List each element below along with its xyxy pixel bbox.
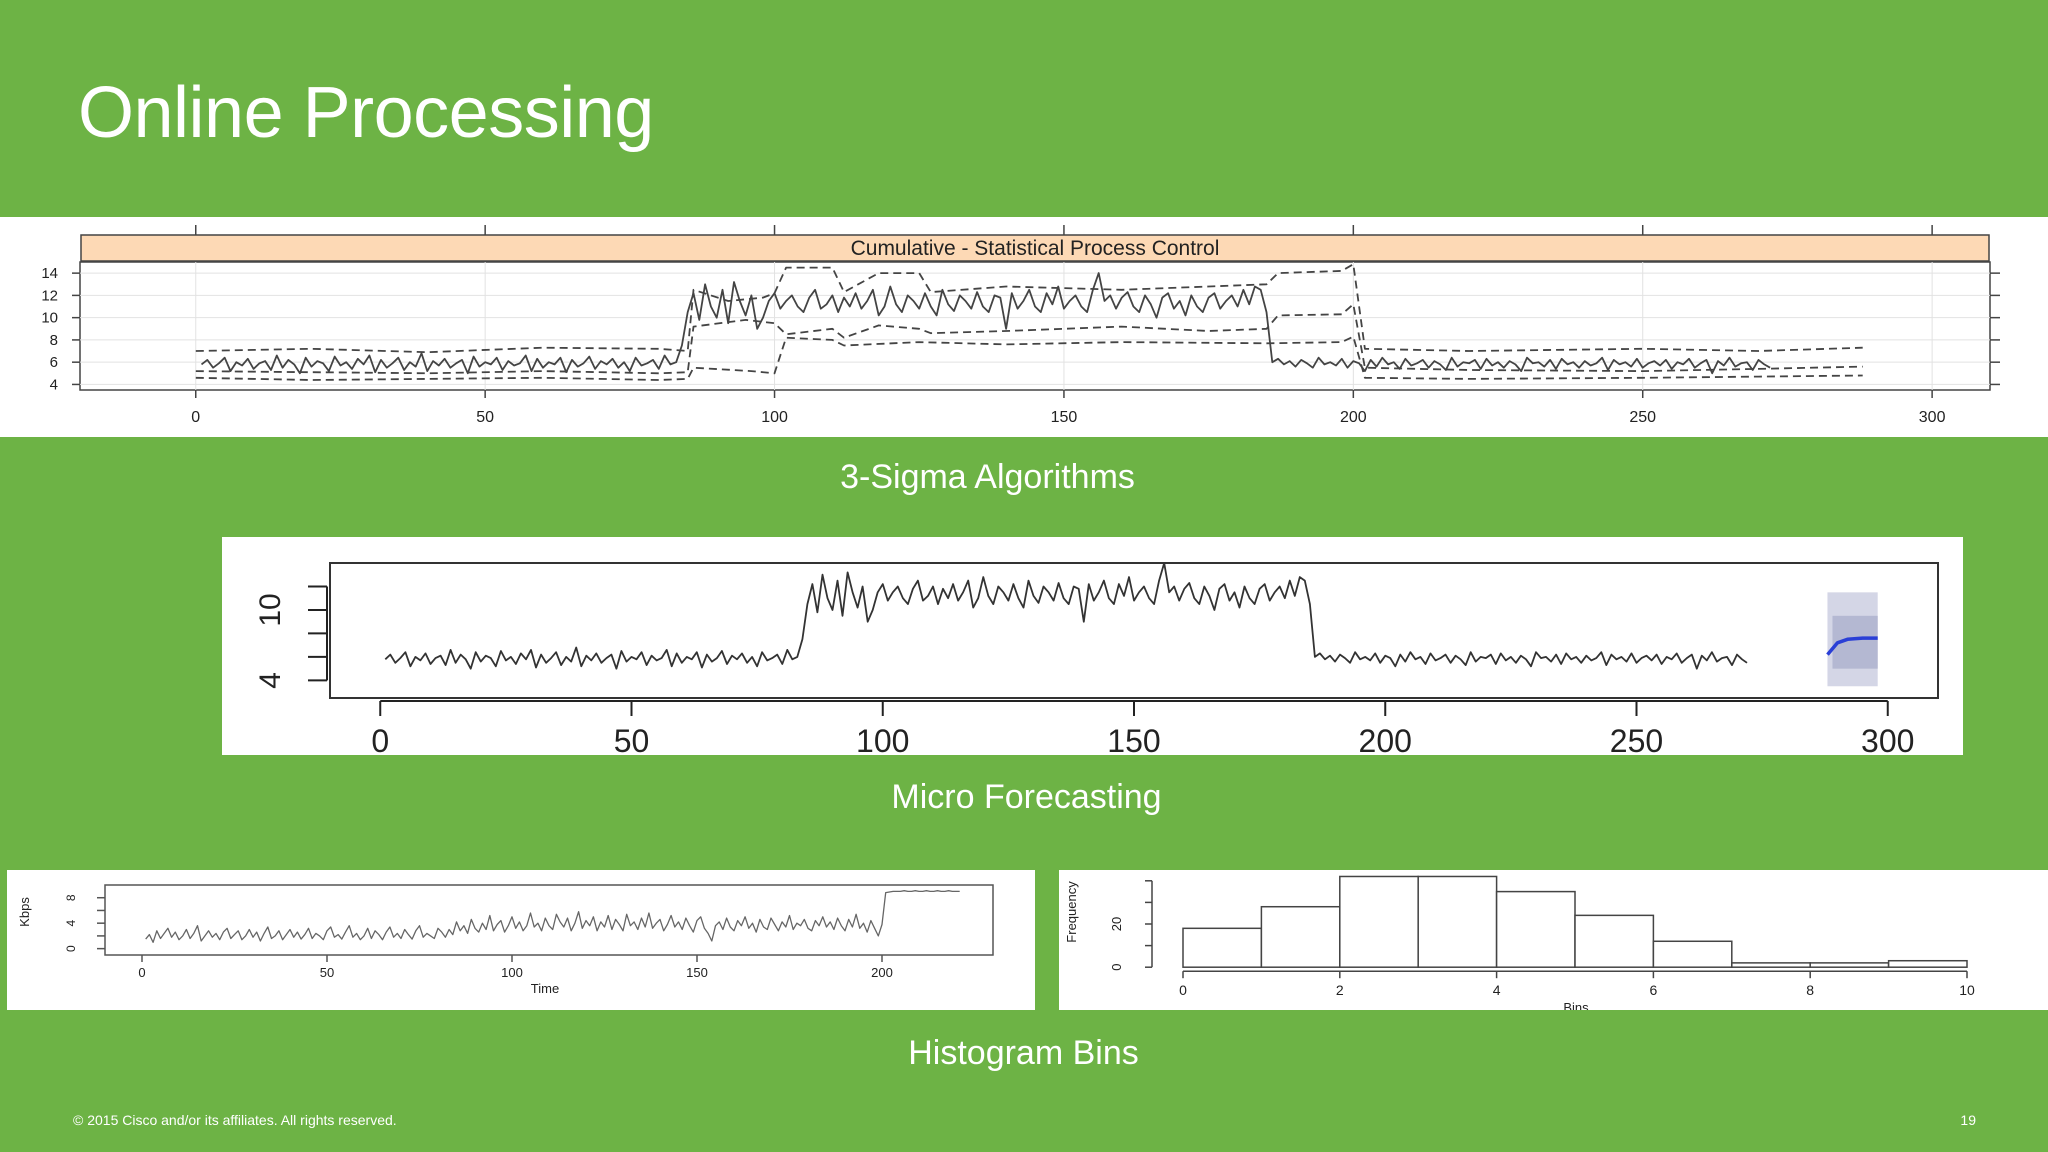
spc-data-line <box>200 272 1771 375</box>
histogram-chart-panel: 0 2 4 6 8 10 0 20 Bins Frequency <box>1059 870 2048 1010</box>
footer-copyright: © 2015 Cisco and/or its affiliates. All … <box>73 1112 397 1128</box>
forecast-x-tick-label: 300 <box>1861 723 1914 755</box>
spc-x-tick-label: 300 <box>1919 409 1946 426</box>
timeseries-x-tick-label: 100 <box>501 965 523 980</box>
histogram-chart: 0 2 4 6 8 10 0 20 Bins Frequency <box>1064 875 1975 1010</box>
histogram-y-tick-label: 0 <box>1109 964 1124 971</box>
spc-chart-panel: Cumulative - Statistical Process Control… <box>0 217 2048 437</box>
forecast-prediction-line <box>1826 636 1878 656</box>
timeseries-y-tick-label: 8 <box>64 894 78 901</box>
forecast-chart: 0 50 100 150 200 250 300 4 10 <box>254 562 1939 755</box>
histogram-x-tick-label: 4 <box>1493 982 1501 998</box>
histogram-x-tick-label: 10 <box>1959 982 1975 998</box>
timeseries-chart-panel: 0 50 100 150 200 0 4 8 Time Kbps <box>7 870 1035 1010</box>
spc-series <box>195 263 1863 381</box>
timeseries-x-tick-label: 200 <box>871 965 893 980</box>
spc-control-limit-line <box>195 263 1863 354</box>
timeseries-y-tick-label: 0 <box>64 945 78 952</box>
timeseries-chart: 0 50 100 150 200 0 4 8 Time Kbps <box>17 884 994 996</box>
forecast-x-tick-label: 250 <box>1610 723 1663 755</box>
forecast-series <box>384 562 1878 670</box>
histogram-xlabel: Bins <box>1563 1000 1589 1010</box>
spc-control-limit-line <box>195 303 1863 375</box>
forecast-x-tick-label: 150 <box>1107 723 1160 755</box>
forecast-y-tick-label: 4 <box>254 672 287 689</box>
timeseries-series <box>145 890 960 943</box>
forecast-history-line <box>384 562 1748 670</box>
caption-histogram: Histogram Bins <box>908 1034 1139 1072</box>
forecast-x-tick-label: 100 <box>856 723 909 755</box>
spc-x-tick-label: 100 <box>761 409 788 426</box>
forecast-x-tick-label: 200 <box>1359 723 1412 755</box>
footer-page-number: 19 <box>1960 1112 1976 1128</box>
spc-x-tick-label: 150 <box>1051 409 1078 426</box>
caption-sigma: 3-Sigma Algorithms <box>840 458 1135 496</box>
spc-y-tick-label: 10 <box>41 310 58 327</box>
spc-x-tick-label: 200 <box>1340 409 1367 426</box>
timeseries-ticks: 0 50 100 150 200 0 4 8 <box>64 894 893 980</box>
forecast-ticks: 0 50 100 150 200 250 300 4 10 <box>254 585 1914 755</box>
slide-title: Online Processing <box>78 73 654 153</box>
timeseries-ylabel: Kbps <box>17 897 32 927</box>
spc-chart-title: Cumulative - Statistical Process Control <box>851 237 1220 260</box>
histogram-bars <box>1182 875 1968 968</box>
histogram-bar <box>1182 927 1263 968</box>
timeseries-x-tick-label: 150 <box>686 965 708 980</box>
spc-chart: Cumulative - Statistical Process Control… <box>41 225 2000 426</box>
timeseries-plot-frame <box>104 884 994 956</box>
spc-title-strip <box>80 234 1990 262</box>
spc-x-tick-label: 50 <box>476 409 494 426</box>
timeseries-xlabel: Time <box>531 981 559 996</box>
forecast-x-tick-label: 0 <box>371 723 389 755</box>
spc-grid <box>80 262 1990 390</box>
timeseries-y-tick-label: 4 <box>64 920 78 927</box>
timeseries-data-line <box>145 890 960 943</box>
histogram-ticks: 0 2 4 6 8 10 0 20 <box>1109 880 1975 998</box>
spc-control-limit-line <box>195 335 1863 381</box>
histogram-x-tick-label: 0 <box>1179 982 1187 998</box>
histogram-x-tick-label: 6 <box>1650 982 1658 998</box>
histogram-y-tick-label: 20 <box>1109 917 1124 931</box>
forecast-x-tick-label: 50 <box>614 723 650 755</box>
spc-x-tick-label: 0 <box>191 409 200 426</box>
histogram-bar <box>1574 914 1655 968</box>
spc-ticks: 0 50 100 150 200 250 300 4 6 8 10 12 14 <box>41 225 2000 426</box>
spc-y-tick-label: 4 <box>50 376 58 393</box>
forecast-chart-panel: 0 50 100 150 200 250 300 4 10 <box>222 537 1963 755</box>
histogram-x-tick-label: 2 <box>1336 982 1344 998</box>
histogram-bar <box>1417 875 1498 968</box>
spc-y-tick-label: 12 <box>41 287 58 304</box>
spc-y-tick-label: 14 <box>41 265 58 282</box>
timeseries-x-tick-label: 0 <box>138 965 145 980</box>
timeseries-x-tick-label: 50 <box>320 965 334 980</box>
histogram-bar <box>1260 905 1341 968</box>
histogram-bar <box>1495 890 1576 968</box>
spc-y-tick-label: 8 <box>50 332 58 349</box>
histogram-bar <box>1339 875 1419 968</box>
spc-x-tick-label: 250 <box>1629 409 1656 426</box>
spc-plot-frame <box>79 261 1991 391</box>
histogram-bar <box>1809 962 1890 968</box>
histogram-ylabel: Frequency <box>1064 881 1079 943</box>
histogram-bar <box>1652 940 1733 968</box>
histogram-bar <box>1887 959 1968 968</box>
forecast-plot-frame <box>329 562 1939 699</box>
histogram-bar <box>1731 962 1811 968</box>
forecast-y-tick-label: 10 <box>254 593 287 626</box>
spc-y-tick-label: 6 <box>50 354 58 371</box>
histogram-x-tick-label: 8 <box>1806 982 1814 998</box>
caption-forecast: Micro Forecasting <box>891 778 1162 816</box>
